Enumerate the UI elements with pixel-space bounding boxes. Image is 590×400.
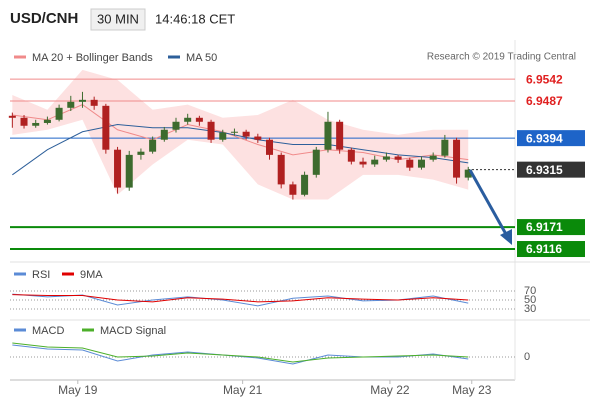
- time: 14:46:18 CET: [155, 11, 235, 26]
- legend-label: MACD Signal: [100, 325, 166, 337]
- level-label: 6.9487: [526, 94, 563, 108]
- level-box: [517, 161, 585, 178]
- level-label: 6.9542: [526, 72, 563, 86]
- forecast-arrow: [468, 169, 509, 237]
- candle-body: [195, 117, 203, 122]
- candle-body: [277, 154, 285, 185]
- candle-body: [312, 149, 320, 175]
- candle-body: [429, 155, 437, 160]
- legend-label: 9MA: [80, 269, 103, 281]
- candle-body: [464, 169, 472, 178]
- legend-label: MA 50: [186, 52, 217, 64]
- candle-body: [242, 131, 250, 137]
- candle-body: [160, 129, 168, 140]
- candle-body: [453, 139, 461, 178]
- candle-body: [219, 132, 227, 140]
- candle-body: [406, 159, 414, 168]
- candle-body: [230, 131, 238, 133]
- level-label: 6.9394: [526, 131, 563, 145]
- x-tick-label: May 23: [452, 383, 492, 397]
- candle-body: [125, 154, 133, 188]
- ma-line: [12, 104, 469, 161]
- legend-label: MACD: [32, 325, 64, 337]
- y-tick-label: 50: [524, 294, 536, 306]
- candle-body: [184, 117, 192, 122]
- timeframe: 30 MIN: [97, 11, 139, 26]
- copyright: Research © 2019 Trading Central: [427, 52, 576, 63]
- candle-body: [137, 151, 145, 155]
- candle-body: [254, 136, 262, 140]
- legend-label: RSI: [32, 269, 50, 281]
- candle-body: [67, 101, 75, 108]
- candle-body: [347, 149, 355, 162]
- candle-body: [43, 119, 51, 123]
- candle-body: [90, 99, 98, 106]
- x-tick-label: May 21: [223, 383, 263, 397]
- level-label: 6.9116: [526, 242, 562, 256]
- candle-body: [114, 149, 122, 188]
- candle-body: [324, 121, 332, 150]
- candle-body: [441, 139, 449, 156]
- x-tick-label: May 19: [58, 383, 98, 397]
- bollinger-band: [12, 69, 469, 200]
- candle-body: [207, 121, 215, 140]
- candle-body: [289, 184, 297, 195]
- chart-title: USD/CNH: [10, 10, 78, 27]
- level-box: [517, 130, 585, 147]
- y-tick-label: 70: [524, 285, 536, 297]
- candle-body: [336, 121, 344, 150]
- ma-line: [12, 124, 469, 176]
- candle-body: [266, 139, 274, 155]
- macd-line: [12, 342, 469, 363]
- level-label: 6.9315: [526, 163, 563, 177]
- level-box: [517, 219, 585, 236]
- y-tick-label: 0: [524, 351, 530, 363]
- candle-body: [382, 156, 390, 160]
- candle-body: [417, 159, 425, 168]
- legend-label: MA 20 + Bollinger Bands: [32, 52, 153, 64]
- candle-body: [102, 105, 110, 150]
- rsi-line: [12, 294, 469, 303]
- candle-body: [371, 159, 379, 165]
- y-tick-label: 30: [524, 303, 536, 315]
- x-tick-label: May 22: [370, 383, 410, 397]
- candle-body: [172, 121, 180, 130]
- candle-body: [8, 115, 16, 118]
- arrow-head: [500, 229, 512, 245]
- level-label: 6.9171: [526, 220, 563, 234]
- candle-body: [55, 107, 63, 120]
- timeframe-box: [90, 8, 146, 31]
- candle-body: [20, 117, 28, 126]
- candle-body: [78, 99, 86, 102]
- level-box: [517, 241, 585, 258]
- candle-body: [32, 122, 40, 126]
- candle-body: [301, 174, 309, 195]
- candle-body: [149, 139, 157, 152]
- candle-body: [394, 156, 402, 160]
- candle-body: [359, 161, 367, 165]
